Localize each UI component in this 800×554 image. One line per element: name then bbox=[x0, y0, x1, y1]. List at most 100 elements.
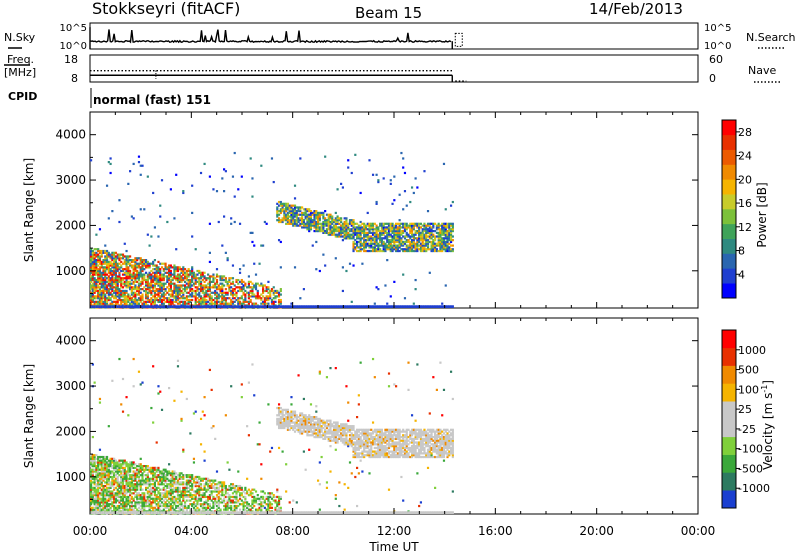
echo-cell bbox=[104, 477, 107, 480]
echo-cell bbox=[95, 468, 98, 471]
echo-cell bbox=[144, 278, 148, 282]
echo-cell bbox=[279, 305, 282, 308]
echo-cell bbox=[102, 477, 105, 480]
echo-cell bbox=[370, 305, 373, 308]
echo-cell bbox=[253, 244, 256, 247]
echo-cell bbox=[182, 450, 185, 453]
echo-cell bbox=[281, 206, 284, 209]
echo-cell bbox=[215, 288, 219, 291]
echo-cell bbox=[160, 472, 164, 475]
echo-cell bbox=[336, 217, 339, 220]
echo-cell bbox=[102, 499, 105, 502]
echo-cell bbox=[345, 231, 348, 234]
echo-cell bbox=[393, 235, 396, 238]
echo-cell bbox=[414, 233, 417, 236]
echo-cell bbox=[123, 262, 126, 265]
echo-cell bbox=[198, 488, 201, 491]
echo-cell bbox=[137, 463, 141, 466]
echo-cell bbox=[409, 235, 412, 238]
echo-cell bbox=[152, 479, 155, 482]
echo-cell bbox=[375, 248, 378, 251]
echo-cell bbox=[230, 508, 233, 511]
echo-cell bbox=[368, 229, 371, 233]
echo-cell bbox=[421, 244, 424, 247]
echo-cell bbox=[132, 268, 135, 271]
echo-cell bbox=[114, 506, 117, 509]
velocity-data bbox=[90, 357, 454, 515]
echo-cell bbox=[180, 483, 183, 486]
echo-cell bbox=[196, 490, 199, 493]
echo-cell bbox=[380, 240, 383, 244]
echo-cell bbox=[90, 291, 93, 294]
echo-cell bbox=[386, 235, 389, 238]
echo-cell bbox=[354, 228, 357, 231]
echo-cell bbox=[382, 248, 385, 251]
echo-cell bbox=[146, 490, 149, 493]
echo-cell bbox=[205, 481, 208, 484]
echo-cell bbox=[304, 215, 307, 218]
echo-cell bbox=[98, 269, 102, 273]
echo-cell bbox=[132, 357, 135, 361]
echo-cell bbox=[421, 224, 424, 227]
echo-cell bbox=[98, 286, 102, 289]
echo-cell bbox=[396, 222, 399, 225]
echo-cell bbox=[226, 503, 229, 506]
echo-cell bbox=[109, 463, 112, 466]
echo-cell bbox=[403, 248, 407, 251]
echo-cell bbox=[446, 305, 449, 308]
echo-cell bbox=[123, 477, 126, 480]
echo-cell bbox=[292, 211, 295, 215]
echo-cell bbox=[141, 298, 144, 302]
echo-cell bbox=[315, 210, 318, 213]
echo-cell bbox=[207, 488, 210, 491]
echo-cell bbox=[375, 249, 378, 253]
echo-cell bbox=[146, 280, 149, 283]
echo-cell bbox=[192, 494, 196, 497]
echo-cell bbox=[208, 368, 211, 372]
echo-cell bbox=[100, 477, 103, 480]
echo-cell bbox=[191, 484, 194, 488]
echo-cell bbox=[357, 235, 360, 238]
echo-cell bbox=[228, 504, 231, 508]
echo-cell bbox=[215, 298, 219, 302]
echo-cell bbox=[168, 511, 171, 514]
echo-cell bbox=[123, 271, 126, 274]
echo-cell bbox=[107, 511, 110, 514]
echo-cell bbox=[95, 472, 98, 475]
echo-cell bbox=[215, 278, 219, 282]
echo-cell bbox=[449, 248, 453, 251]
echo-cell bbox=[102, 288, 105, 291]
echo-cell bbox=[435, 235, 438, 238]
echo-cell bbox=[398, 193, 401, 196]
echo-cell bbox=[150, 280, 153, 283]
echo-cell bbox=[425, 233, 428, 236]
echo-cell bbox=[173, 275, 176, 278]
echo-cell bbox=[228, 501, 231, 504]
echo-cell bbox=[347, 228, 350, 231]
echo-cell bbox=[176, 495, 180, 499]
echo-cell bbox=[178, 495, 181, 499]
echo-cell bbox=[155, 278, 158, 282]
echo-cell bbox=[146, 277, 149, 280]
echo-cell bbox=[283, 213, 286, 216]
echo-cell bbox=[214, 483, 217, 486]
echo-cell bbox=[214, 284, 217, 287]
echo-cell bbox=[396, 231, 399, 234]
echo-cell bbox=[176, 286, 180, 289]
echo-cell bbox=[446, 239, 449, 242]
echo-cell bbox=[419, 233, 423, 236]
echo-cell bbox=[143, 302, 146, 305]
echo-cell bbox=[100, 291, 103, 294]
echo-cell bbox=[130, 278, 133, 282]
echo-cell bbox=[150, 472, 153, 475]
echo-cell bbox=[150, 479, 153, 482]
echo-cell bbox=[93, 251, 96, 254]
echo-cell bbox=[425, 235, 428, 238]
echo-cell bbox=[444, 222, 447, 225]
echo-cell bbox=[102, 490, 105, 493]
echo-cell bbox=[196, 506, 199, 509]
echo-cell bbox=[178, 483, 181, 486]
echo-cell bbox=[215, 508, 219, 511]
echo-cell bbox=[120, 474, 123, 477]
echo-cell bbox=[230, 222, 233, 225]
